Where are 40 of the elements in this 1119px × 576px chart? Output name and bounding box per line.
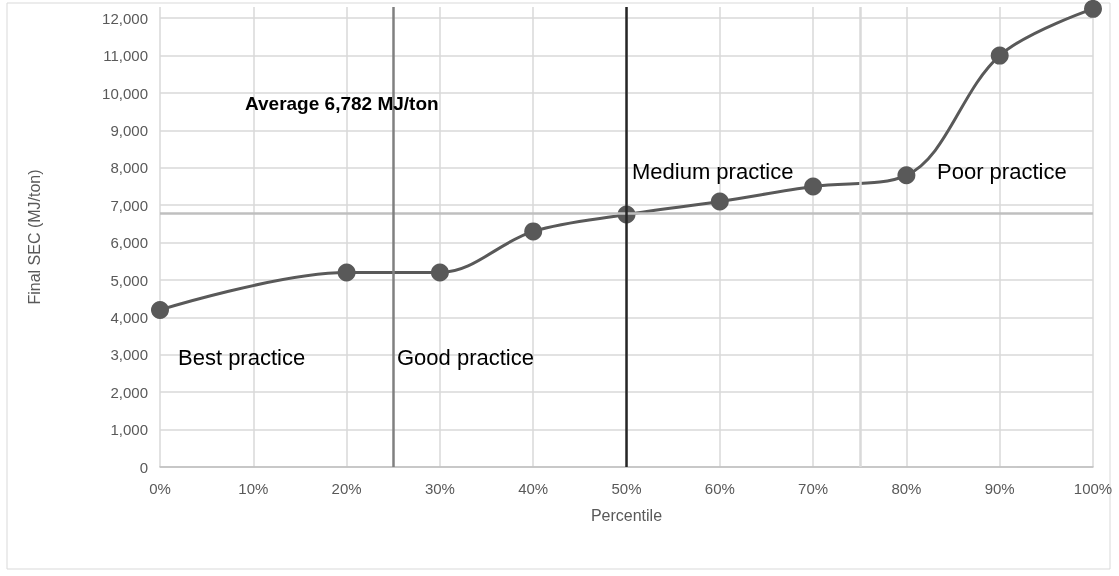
y-tick-label: 5,000 [110,271,148,289]
x-tick-label: 10% [238,480,269,497]
point [337,263,356,282]
x-tick-label: 60% [704,480,735,497]
y-tick-label: 2,000 [110,383,148,401]
y-tick-label: 4,000 [110,308,148,326]
x-tick-label: 20% [331,480,362,497]
y-axis-title: Final SEC (MJ/ton) [25,169,43,305]
x-tick-label: 50% [611,480,642,497]
x-tick-label: 80% [891,480,922,497]
y-tick-label: 3,000 [110,346,148,364]
x-tick-label: 0% [149,480,171,497]
y-tick-label: 0 [139,458,148,476]
y-tick-label: 7,000 [110,196,148,214]
y-tick-label: 1,000 [110,421,148,439]
x-tick-label: 70% [798,480,829,497]
point [1084,0,1102,18]
annotation: Best practice [178,344,306,370]
point [804,177,823,196]
y-tick-label: 9,000 [110,121,148,139]
annotation: Good practice [397,344,534,370]
y-tick-label: 12,000 [102,9,148,27]
y-tick-label: 8,000 [110,159,148,177]
annotation: Medium practice [632,158,794,184]
x-axis-title: Percentile [590,506,663,524]
x-tick-label: 100% [1073,480,1113,497]
point [151,300,169,319]
point [897,166,916,185]
point [990,46,1009,65]
point [430,263,449,282]
annotation: Poor practice [937,158,1067,184]
x-tick-label: 30% [424,480,455,497]
point [524,222,543,241]
point [710,192,729,211]
annotation: Average 6,782 MJ/ton [245,93,439,114]
x-tick-label: 90% [984,480,1015,497]
y-tick-label: 6,000 [110,234,148,252]
x-tick-label: 40% [518,480,549,497]
y-tick-label: 10,000 [102,84,148,102]
y-tick-label: 11,000 [103,47,148,65]
